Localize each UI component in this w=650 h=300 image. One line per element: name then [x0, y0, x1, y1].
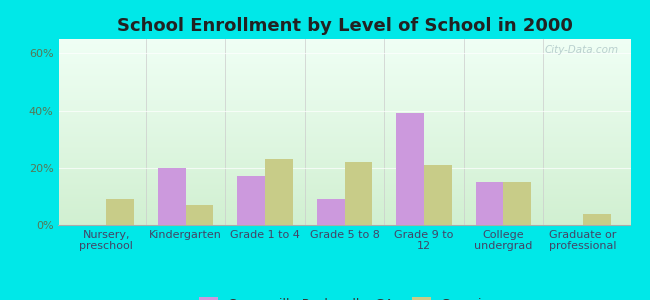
- Title: School Enrollment by Level of School in 2000: School Enrollment by Level of School in …: [116, 17, 573, 35]
- Bar: [186, 205, 213, 225]
- Bar: [237, 176, 265, 225]
- Bar: [476, 182, 503, 225]
- Bar: [317, 199, 345, 225]
- Legend: Carsonville-Panhandle, GA, Georgia: Carsonville-Panhandle, GA, Georgia: [193, 291, 496, 300]
- Text: City-Data.com: City-Data.com: [545, 45, 619, 55]
- Bar: [106, 199, 134, 225]
- Bar: [583, 214, 610, 225]
- Bar: [265, 159, 293, 225]
- Bar: [344, 162, 372, 225]
- Bar: [503, 182, 531, 225]
- Bar: [424, 165, 452, 225]
- Bar: [396, 113, 424, 225]
- Bar: [158, 168, 186, 225]
